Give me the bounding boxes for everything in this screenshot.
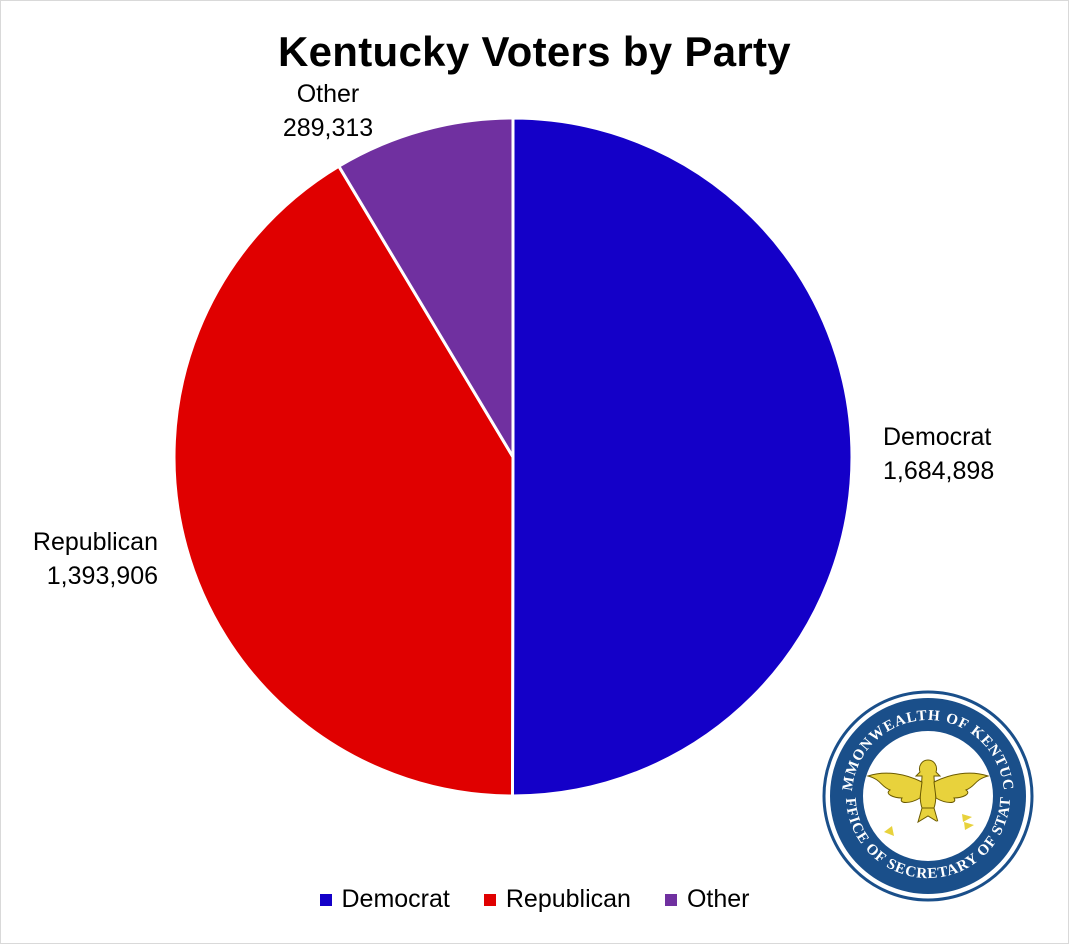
slice-label-value-other: 289,313 (283, 114, 373, 142)
pie-slices (172, 116, 854, 798)
secretary-of-state-seal: COMMONWEALTH OF KENTUCKY OFFICE OF SECRE… (822, 690, 1034, 902)
slice-labels: Democrat 1,684,898 Republican 1,393,906 Othe… (33, 80, 994, 590)
legend-label-other: Other (686, 885, 750, 913)
slice-label-name-republican: Republican (33, 528, 158, 556)
pie-slice-other (336, 116, 515, 463)
slice-label-name-democrat: Democrat (883, 423, 991, 451)
pie-slice-republican (172, 164, 515, 798)
legend-item-republican: Republican (483, 885, 631, 914)
legend-label-republican: Republican (505, 885, 631, 913)
eagle-icon (866, 759, 990, 824)
chart-legend: Democrat Republican Other (0, 885, 1069, 914)
legend-label-democrat: Democrat (341, 885, 450, 913)
slice-label-name-other: Other (297, 80, 360, 108)
slice-label-value-republican: 1,393,906 (47, 562, 158, 590)
legend-item-other: Other (664, 885, 750, 914)
slice-label-value-democrat: 1,684,898 (883, 457, 994, 485)
legend-swatch-other (664, 893, 677, 906)
legend-swatch-republican (483, 893, 496, 906)
arrows-icon (884, 814, 974, 837)
pie-slice-democrat (510, 116, 854, 798)
legend-swatch-democrat (319, 893, 332, 906)
legend-item-democrat: Democrat (319, 885, 450, 914)
chart-title: Kentucky Voters by Party (278, 28, 791, 75)
